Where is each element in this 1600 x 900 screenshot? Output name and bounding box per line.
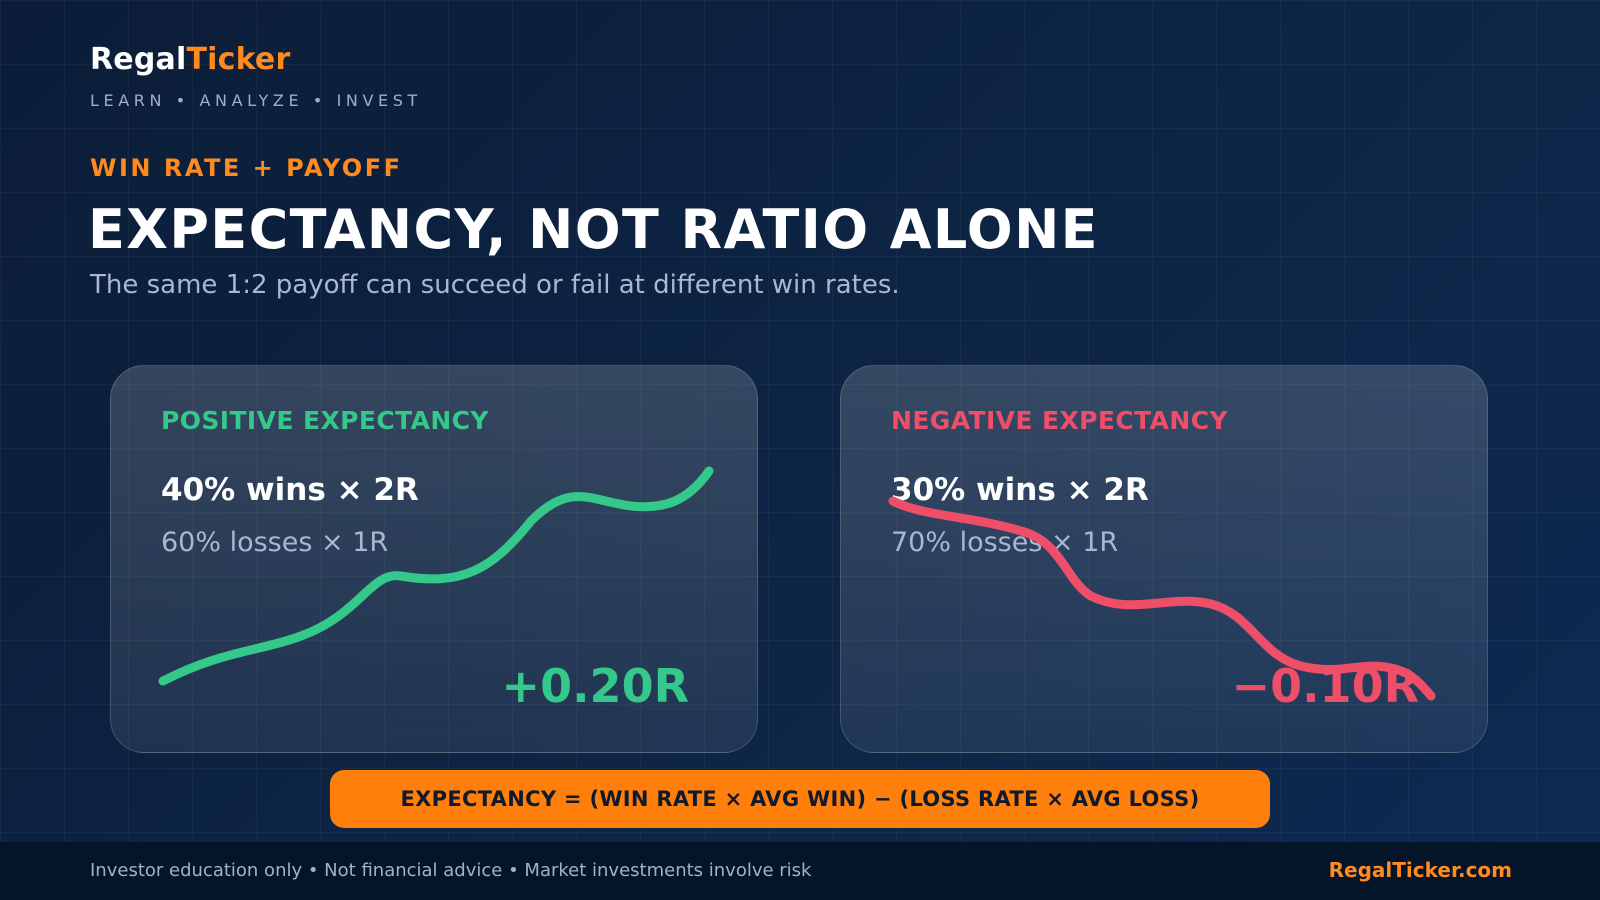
brand-logo[interactable]: RegalTicker [90, 42, 290, 77]
negative-expectancy-card: NEGATIVE EXPECTANCY 30% wins × 2R 70% lo… [840, 365, 1488, 753]
footer-bar: Investor education only • Not financial … [0, 842, 1600, 900]
positive-expectancy-card: POSITIVE EXPECTANCY 40% wins × 2R 60% lo… [110, 365, 758, 753]
section-eyebrow: WIN RATE + PAYOFF [90, 154, 403, 182]
footer-disclaimer: Investor education only • Not financial … [90, 860, 812, 881]
card-losses-line: 70% losses × 1R [891, 527, 1119, 558]
card-wins-line: 30% wins × 2R [891, 472, 1149, 508]
footer-site-link[interactable]: RegalTicker.com [1328, 858, 1512, 882]
falling-equity-curve-icon [888, 496, 1436, 701]
card-title: NEGATIVE EXPECTANCY [891, 406, 1228, 435]
expectancy-formula-banner: EXPECTANCY = (WIN RATE × AVG WIN) − (LOS… [330, 770, 1270, 828]
brand-name-part1: Regal [90, 42, 187, 77]
card-title: POSITIVE EXPECTANCY [161, 406, 489, 435]
rising-equity-curve-icon [158, 466, 714, 686]
card-wins-line: 40% wins × 2R [161, 472, 419, 508]
card-losses-line: 60% losses × 1R [161, 527, 389, 558]
card-expectancy-value: +0.20R [501, 659, 689, 713]
page-subtitle: The same 1:2 payoff can succeed or fail … [90, 270, 900, 300]
brand-tagline: LEARN • ANALYZE • INVEST [90, 91, 422, 110]
brand-name-part2: Ticker [186, 42, 291, 77]
page-title: EXPECTANCY, NOT RATIO ALONE [88, 198, 1099, 261]
